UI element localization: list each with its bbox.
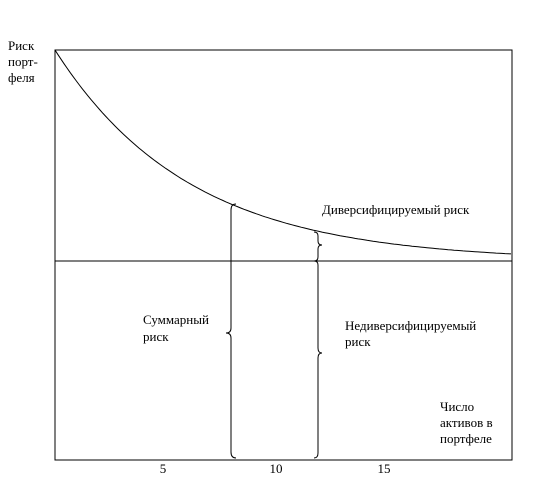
nondiversifiable-label: риск: [345, 334, 371, 349]
x-axis-label: Число: [440, 399, 474, 414]
y-axis-label: феля: [8, 70, 35, 85]
y-axis-label: порт-: [8, 54, 38, 69]
total-label: Суммарный: [143, 312, 209, 327]
x-axis-label: портфеле: [440, 431, 492, 446]
total-label: риск: [143, 329, 169, 344]
x-tick-label: 10: [270, 461, 283, 476]
nondiversifiable-brace: [313, 260, 323, 459]
y-axis-label: Риск: [8, 38, 35, 53]
nondiversifiable-label: Недиверсифицируемый: [345, 318, 476, 333]
x-tick-label: 15: [378, 461, 391, 476]
total-brace: [225, 203, 237, 459]
risk-curve: [54, 49, 512, 255]
x-tick-label: 5: [160, 461, 167, 476]
plot-frame: [54, 49, 513, 461]
x-axis-label: активов в: [440, 415, 493, 430]
diversifiable-label: Диверсифицируемый риск: [322, 202, 470, 217]
diversifiable-brace: [313, 231, 323, 262]
